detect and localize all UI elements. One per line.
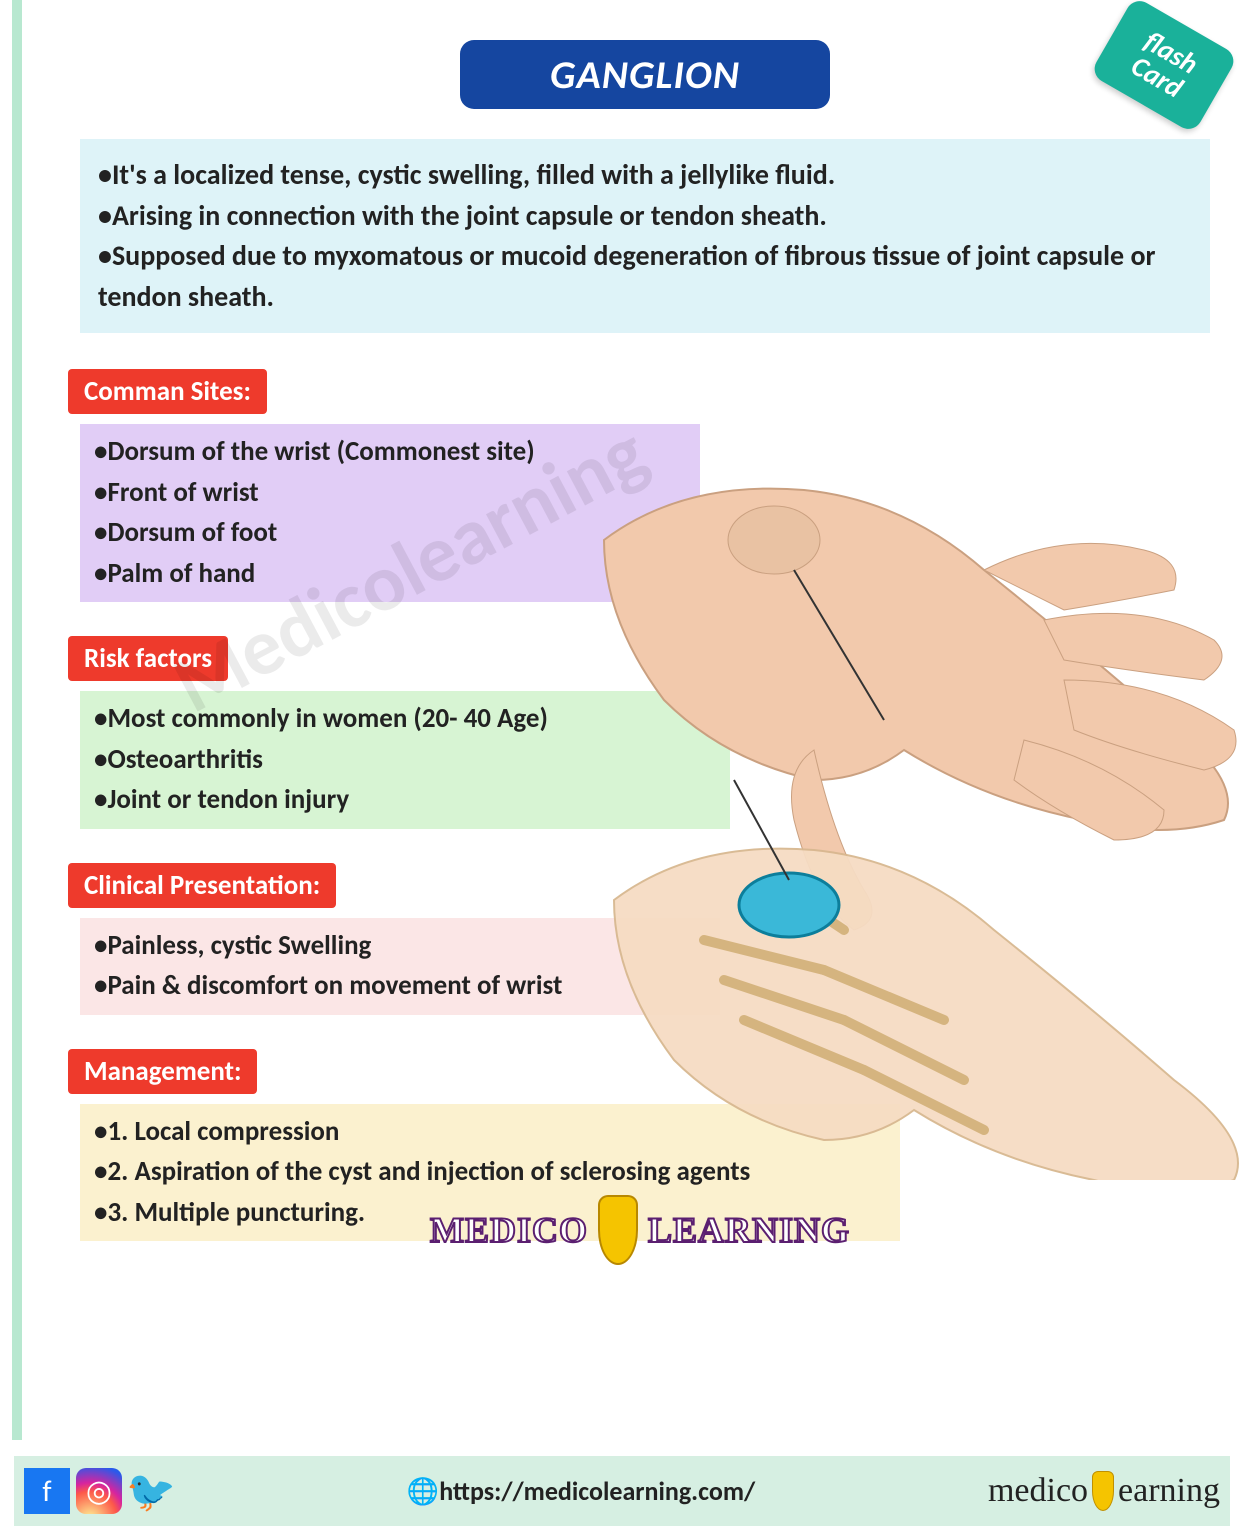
section-management: Management: 1. Local compression 2. Aspi… — [80, 1049, 1210, 1242]
twitter-icon[interactable]: 🐦 — [128, 1468, 174, 1514]
page-title: GANGLION — [460, 40, 830, 109]
section-clinical: Clinical Presentation: Painless, cystic … — [80, 863, 1210, 1015]
definition-item: •It's a localized tense, cystic swelling… — [98, 155, 1192, 196]
section-list: Most commonly in women (20- 40 Age) Oste… — [80, 691, 730, 829]
list-item: Dorsum of foot — [94, 513, 686, 554]
globe-icon: 🌐 — [407, 1475, 439, 1507]
section-tag: Comman Sites: — [68, 369, 267, 414]
instagram-icon[interactable]: ◎ — [76, 1468, 122, 1514]
section-list: Painless, cystic Swelling Pain & discomf… — [80, 918, 720, 1015]
list-item: 3. Multiple puncturing. — [94, 1193, 886, 1234]
list-item: Most commonly in women (20- 40 Age) — [94, 699, 716, 740]
social-icons: f ◎ 🐦 — [24, 1468, 174, 1514]
list-item: Osteoarthritis — [94, 740, 716, 781]
list-item: 2. Aspiration of the cyst and injection … — [94, 1152, 886, 1193]
list-item: Painless, cystic Swelling — [94, 926, 706, 967]
facebook-icon[interactable]: f — [24, 1468, 70, 1514]
section-list: Dorsum of the wrist (Commonest site) Fro… — [80, 424, 700, 602]
definition-item: •Supposed due to myxomatous or mucoid de… — [98, 236, 1192, 317]
footer-bar: f ◎ 🐦 🌐https://medicolearning.com/ medic… — [14, 1456, 1230, 1526]
list-item: Joint or tendon injury — [94, 780, 716, 821]
list-item: Palm of hand — [94, 554, 686, 595]
url-text: https://medicolearning.com/ — [439, 1475, 755, 1507]
definition-item: •Arising in connection with the joint ca… — [98, 196, 1192, 237]
section-list: 1. Local compression 2. Aspiration of th… — [80, 1104, 900, 1242]
definition-box: •It's a localized tense, cystic swelling… — [80, 139, 1210, 333]
list-item: Pain & discomfort on movement of wrist — [94, 966, 706, 1007]
section-tag: Clinical Presentation: — [68, 863, 336, 908]
list-item: 1. Local compression — [94, 1112, 886, 1153]
brand-right: earning — [1118, 1472, 1220, 1510]
footer-url[interactable]: 🌐https://medicolearning.com/ — [407, 1475, 755, 1507]
pencil-icon — [1092, 1471, 1114, 1511]
section-risk-factors: Risk factors Most commonly in women (20-… — [80, 636, 1210, 829]
section-common-sites: Comman Sites: Dorsum of the wrist (Commo… — [80, 369, 1210, 602]
list-item: Front of wrist — [94, 473, 686, 514]
brand-left: medico — [988, 1472, 1088, 1510]
left-stripe — [12, 0, 22, 1440]
section-tag: Management: — [68, 1049, 257, 1094]
footer-brand: medico earning — [988, 1471, 1220, 1511]
flashcard-body: GANGLION •It's a localized tense, cystic… — [80, 40, 1210, 1275]
section-tag: Risk factors — [68, 636, 228, 681]
list-item: Dorsum of the wrist (Commonest site) — [94, 432, 686, 473]
